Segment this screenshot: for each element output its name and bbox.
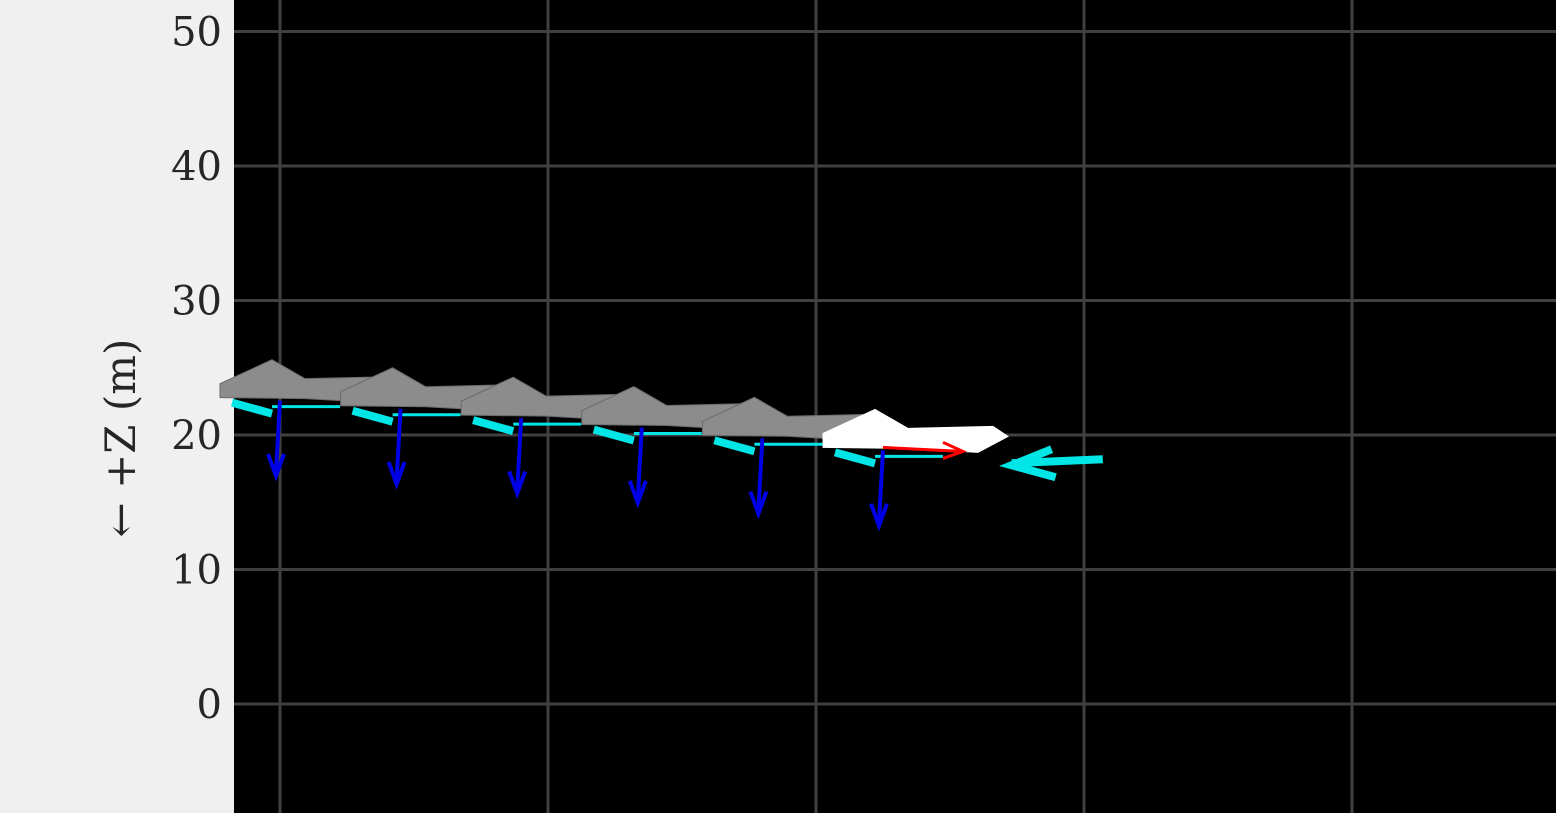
lift-arrow-shaft bbox=[635, 427, 644, 499]
chart-marks bbox=[219, 359, 1103, 532]
lift-arrow-head bbox=[627, 480, 648, 509]
lift-arrow-head bbox=[386, 461, 407, 490]
wind-arrow-head bbox=[999, 445, 1057, 482]
y-tick-label: 30 bbox=[171, 279, 222, 325]
drag-vector bbox=[833, 448, 877, 468]
y-axis-ticks: 0 10 20 30 40 50 bbox=[171, 10, 222, 729]
lift-arrow-shaft bbox=[756, 438, 765, 510]
drag-vector bbox=[713, 436, 756, 456]
drag-vector bbox=[472, 416, 515, 435]
y-tick-label: 0 bbox=[197, 682, 222, 728]
lift-arrow-head bbox=[266, 453, 286, 482]
y-tick-label: 50 bbox=[171, 10, 222, 56]
drag-vector bbox=[230, 398, 274, 418]
lift-arrow-shaft bbox=[394, 408, 403, 481]
y-tick-label: 20 bbox=[171, 413, 222, 459]
drag-vector bbox=[592, 425, 635, 445]
velocity-arrow-shaft bbox=[882, 445, 962, 453]
lift-arrow-head bbox=[507, 470, 528, 500]
lift-arrow-shaft bbox=[877, 450, 885, 522]
lift-arrow-head bbox=[869, 503, 889, 532]
lift-arrow-shaft bbox=[515, 418, 524, 490]
y-axis-label: ← +Z (m) bbox=[96, 339, 145, 538]
y-tick-label: 40 bbox=[171, 144, 222, 190]
aircraft-current bbox=[822, 408, 1009, 453]
velocity-arrow-head bbox=[942, 441, 968, 460]
y-tick-label: 10 bbox=[171, 548, 222, 594]
lift-arrow-shaft bbox=[274, 400, 282, 473]
lift-arrow-head bbox=[748, 490, 769, 520]
drag-vector bbox=[351, 406, 394, 426]
